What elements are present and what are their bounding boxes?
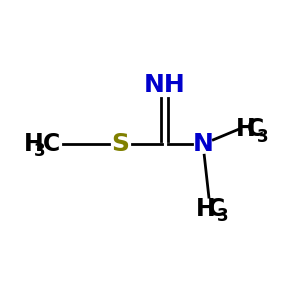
Text: NH: NH xyxy=(144,73,186,97)
Text: N: N xyxy=(193,132,213,156)
Text: S: S xyxy=(112,132,130,156)
Text: H: H xyxy=(23,132,43,156)
Text: H: H xyxy=(196,197,216,221)
Text: H: H xyxy=(236,117,255,141)
Text: 3: 3 xyxy=(257,128,268,146)
Text: C: C xyxy=(43,132,60,156)
Text: C: C xyxy=(247,117,264,141)
Text: C: C xyxy=(207,197,225,221)
Text: 3: 3 xyxy=(34,142,45,160)
Text: 3: 3 xyxy=(217,207,229,225)
